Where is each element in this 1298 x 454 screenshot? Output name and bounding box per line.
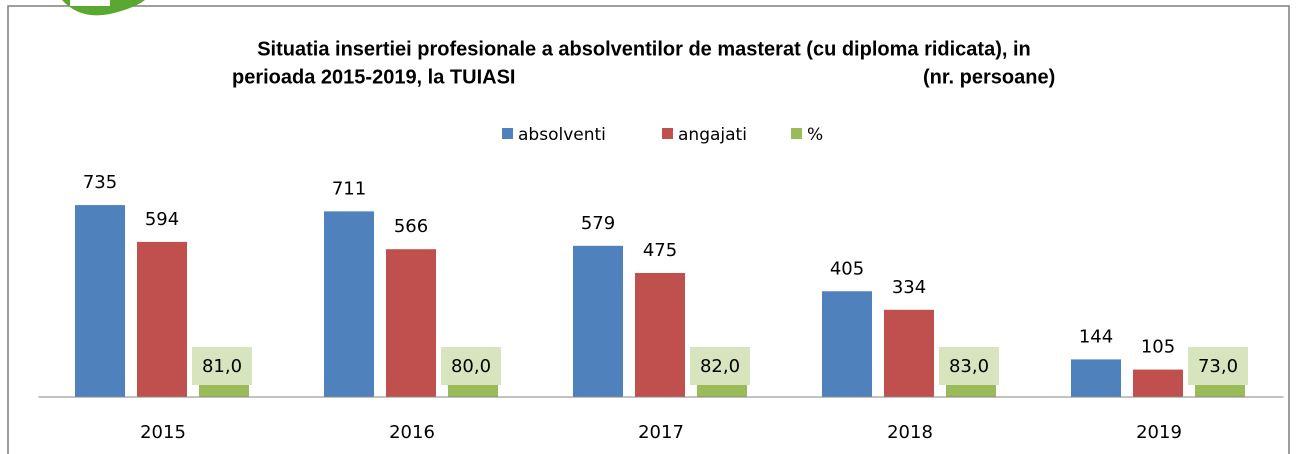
logo-cut [70,0,110,6]
legend-swatch [662,128,673,139]
value-label: 594 [145,209,179,230]
x-tick-label: 2018 [887,422,933,443]
chart-title: perioada 2015-2019, la TUIASI [232,66,515,88]
chart-title: Situatia insertiei profesionale a absolv… [257,38,1031,60]
legend-label: % [807,125,823,145]
bar [137,241,187,397]
value-label: 105 [1141,337,1175,358]
value-label: 144 [1079,326,1113,347]
x-tick-label: 2015 [140,422,186,443]
value-label: 475 [643,240,677,261]
bar [75,205,125,397]
value-label-bg [939,347,999,385]
bar [635,272,685,397]
value-label: 735 [83,172,117,193]
bar [822,291,872,397]
x-tick-label: 2019 [1136,422,1182,443]
unit-label: (nr. persoane) [923,66,1055,88]
value-label: 579 [581,213,615,234]
bar [884,309,934,397]
value-label: 83,0 [949,356,989,377]
bar [1133,369,1183,397]
value-label-bg [192,347,252,385]
value-label: 73,0 [1198,356,1238,377]
legend-swatch [791,128,802,139]
bar [386,249,436,397]
value-label: 334 [892,277,926,298]
value-label: 82,0 [700,356,740,377]
bar [573,245,623,397]
legend-label: absolventi [518,125,606,145]
legend-label: angajati [678,125,747,145]
value-label-bg [441,347,501,385]
value-label: 80,0 [451,356,491,377]
value-label: 711 [332,178,366,199]
x-tick-label: 2017 [638,422,684,443]
legend-swatch [502,128,513,139]
bar [324,211,374,397]
chart-frame [7,5,1290,454]
value-label: 81,0 [202,356,242,377]
value-label: 405 [830,258,864,279]
value-label-bg [1188,347,1248,385]
value-label-bg [690,347,750,385]
bar [1071,359,1121,397]
x-tick-label: 2016 [389,422,435,443]
value-label: 566 [394,216,428,237]
